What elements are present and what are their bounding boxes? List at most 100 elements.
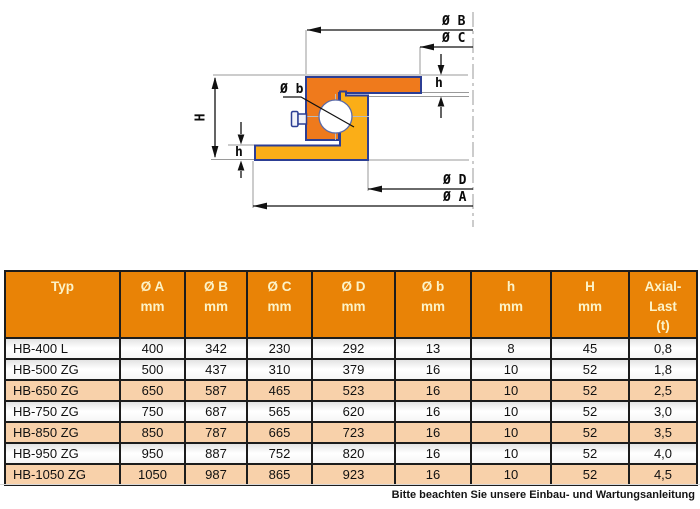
- header-line: Ø b: [421, 279, 445, 294]
- cell-dia-a: 650: [119, 378, 186, 402]
- cell-dia-a: 950: [119, 441, 186, 465]
- cell-dia-a: 400: [119, 336, 186, 360]
- cell-h: 10: [470, 378, 552, 402]
- dim-dia-a: [253, 202, 473, 210]
- cell-typ: HB-500 ZG: [4, 357, 121, 381]
- cell-dia-d: 723: [311, 420, 396, 444]
- table-row: HB-500 ZG 500 437 310 379 16 10 52 1,8: [4, 357, 698, 381]
- dim-dia-d: [368, 185, 473, 193]
- cell-dia-c: 565: [246, 399, 313, 423]
- cell-h: 8: [470, 336, 552, 360]
- bearing-cross-section-diagram: Ø B Ø C h Ø b H h Ø D Ø A: [193, 12, 474, 227]
- label-dia-b: Ø B: [442, 14, 466, 29]
- table-row: HB-750 ZG 750 687 565 620 16 10 52 3,0: [4, 399, 698, 423]
- label-dia-d: Ø D: [443, 173, 467, 188]
- grease-nipple-icon: [290, 110, 308, 128]
- cell-typ: HB-750 ZG: [4, 399, 121, 423]
- cell-axial: 2,5: [628, 378, 698, 402]
- cell-dia-b: 787: [184, 420, 248, 444]
- label-h-top: h: [435, 76, 443, 91]
- cell-dia-b: 587: [184, 378, 248, 402]
- cell-dia-b: 342: [184, 336, 248, 360]
- cell-dia-d: 379: [311, 357, 396, 381]
- cell-dia-ball: 16: [394, 357, 472, 381]
- table-row: HB-850 ZG 850 787 665 723 16 10 52 3,5: [4, 420, 698, 444]
- label-h-bottom: h: [235, 145, 243, 160]
- col-header-dia-a: Ø A mm: [119, 270, 186, 339]
- cell-typ: HB-400 L: [4, 336, 121, 360]
- header-line: Ø B: [203, 279, 228, 294]
- col-header-dia-ball: Ø b mm: [394, 270, 472, 339]
- leader-dia-ball: [283, 96, 355, 128]
- cell-dia-ball: 16: [394, 420, 472, 444]
- cell-h: 10: [470, 399, 552, 423]
- header-line: mm: [140, 298, 165, 314]
- dim-dia-b: [307, 26, 473, 34]
- cell-axial: 1,8: [628, 357, 698, 381]
- cell-dia-b: 687: [184, 399, 248, 423]
- label-dia-c: Ø C: [442, 31, 466, 46]
- cell-dia-d: 523: [311, 378, 396, 402]
- cell-dia-ball: 13: [394, 336, 472, 360]
- cell-dia-a: 500: [119, 357, 186, 381]
- dimension-lines: [211, 26, 473, 210]
- cell-axial: 3,0: [628, 399, 698, 423]
- cell-dia-a: 850: [119, 420, 186, 444]
- extension-lines: [211, 30, 469, 208]
- cell-H: 52: [550, 462, 630, 486]
- cell-H: 45: [550, 336, 630, 360]
- table-row: HB-650 ZG 650 587 465 523 16 10 52 2,5: [4, 378, 698, 402]
- cell-dia-d: 292: [311, 336, 396, 360]
- cell-dia-c: 665: [246, 420, 313, 444]
- col-header-dia-d: Ø D mm: [311, 270, 396, 339]
- header-line: Ø A: [140, 279, 165, 294]
- cell-dia-ball: 16: [394, 378, 472, 402]
- cell-dia-c: 230: [246, 336, 313, 360]
- col-header-axial-load: Axial- Last (t): [628, 270, 698, 339]
- table-row: HB-950 ZG 950 887 752 820 16 10 52 4,0: [4, 441, 698, 465]
- header-line: h: [506, 279, 516, 294]
- cell-h: 10: [470, 441, 552, 465]
- cell-h: 10: [470, 462, 552, 486]
- cell-H: 52: [550, 420, 630, 444]
- cell-dia-ball: 16: [394, 462, 472, 486]
- col-header-dia-b: Ø B mm: [184, 270, 248, 339]
- header-line: mm: [577, 298, 602, 314]
- cell-axial: 4,5: [628, 462, 698, 486]
- header-line: Typ: [51, 279, 74, 294]
- table-row: HB-1050 ZG 1050 987 865 923 16 10 52 4,5: [4, 462, 698, 486]
- cell-dia-a: 1050: [119, 462, 186, 486]
- header-line: (t): [656, 318, 670, 334]
- cell-typ: HB-850 ZG: [4, 420, 121, 444]
- cell-H: 52: [550, 378, 630, 402]
- cell-typ: HB-950 ZG: [4, 441, 121, 465]
- cell-dia-c: 865: [246, 462, 313, 486]
- header-line: mm: [420, 298, 445, 314]
- header-line: mm: [203, 298, 228, 314]
- header-line: H: [585, 279, 595, 294]
- header-line: Ø D: [341, 279, 366, 294]
- cell-H: 52: [550, 399, 630, 423]
- header-line: mm: [498, 298, 523, 314]
- header-line: Axial-: [644, 279, 682, 294]
- header-line: Last: [649, 298, 677, 314]
- label-dia-ball: Ø b: [280, 82, 304, 97]
- cell-dia-d: 820: [311, 441, 396, 465]
- drawing-canvas: [211, 12, 474, 227]
- cell-h: 10: [470, 420, 552, 444]
- cell-dia-b: 987: [184, 462, 248, 486]
- cell-axial: 0,8: [628, 336, 698, 360]
- cell-dia-ball: 16: [394, 441, 472, 465]
- cell-dia-b: 887: [184, 441, 248, 465]
- dim-dia-c: [420, 43, 473, 51]
- cell-axial: 3,5: [628, 420, 698, 444]
- header-line: mm: [267, 298, 292, 314]
- cell-dia-a: 750: [119, 399, 186, 423]
- header-line: mm: [341, 298, 366, 314]
- cell-H: 52: [550, 441, 630, 465]
- dim-height-H: [211, 77, 219, 158]
